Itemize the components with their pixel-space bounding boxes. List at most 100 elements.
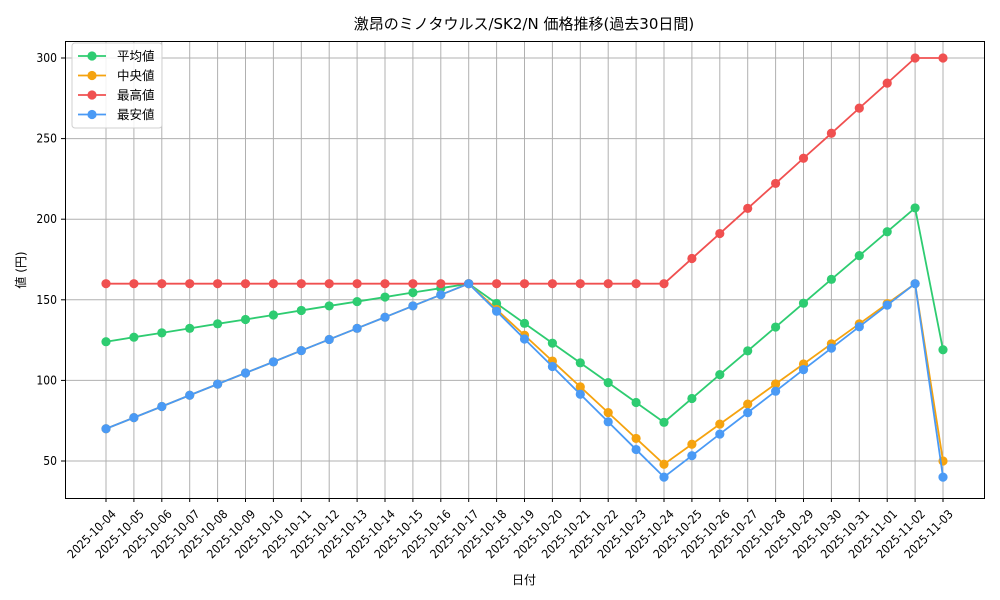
x-axis-label: 日付: [512, 573, 536, 587]
data-point: [240, 314, 251, 325]
legend-item: 平均値: [78, 49, 155, 64]
data-point: [157, 401, 167, 412]
data-point: [185, 279, 195, 289]
data-point: [659, 459, 669, 469]
x-axis-ticks: 2025-10-042025-10-052025-10-062025-10-07…: [65, 498, 956, 561]
chart-title: 激昂のミノタウルス/SK2/N 価格推移(過去30日間): [354, 15, 695, 33]
data-point: [938, 53, 948, 63]
data-point: [687, 253, 697, 264]
data-point: [324, 279, 334, 289]
data-point: [743, 346, 753, 356]
legend-item: 最安値: [78, 107, 155, 122]
y-tick-label: 200: [36, 212, 57, 226]
data-point: [352, 296, 362, 307]
legend-label: 最高値: [117, 88, 155, 103]
data-point: [743, 203, 753, 213]
data-point: [492, 306, 502, 316]
data-point: [603, 378, 613, 388]
data-point: [659, 472, 669, 482]
legend-label: 平均値: [117, 49, 155, 64]
data-point: [519, 318, 530, 328]
series-line: [101, 53, 948, 289]
data-point: [157, 279, 167, 289]
data-point: [771, 386, 781, 396]
data-point: [129, 332, 139, 342]
data-point: [715, 228, 725, 239]
data-point: [213, 379, 223, 389]
data-point: [213, 319, 223, 329]
data-point: [324, 301, 334, 311]
data-point: [575, 389, 585, 399]
data-point: [519, 334, 530, 344]
data-point: [826, 128, 837, 138]
y-tick-label: 250: [36, 132, 57, 146]
y-tick-label: 300: [36, 51, 57, 65]
data-point: [240, 368, 251, 378]
data-point: [436, 290, 446, 300]
data-point: [464, 279, 474, 289]
data-point: [408, 279, 418, 289]
y-axis-ticks: 50 100 150 200 250 300: [36, 51, 65, 468]
data-point: [882, 227, 892, 237]
y-tick-label: 100: [36, 373, 57, 387]
data-point: [687, 439, 697, 449]
series-layer: [101, 53, 948, 482]
data-point: [631, 279, 641, 289]
data-point: [547, 279, 558, 289]
data-point: [826, 274, 837, 284]
data-point: [910, 53, 920, 63]
data-point: [743, 408, 753, 418]
data-point: [715, 369, 725, 380]
data-point: [659, 417, 669, 427]
data-point: [631, 433, 641, 444]
data-point: [575, 382, 585, 392]
data-point: [157, 328, 167, 338]
data-point: [268, 310, 278, 320]
data-point: [408, 301, 418, 311]
y-tick-label: 150: [36, 293, 57, 307]
data-point: [938, 472, 948, 482]
data-point: [408, 287, 418, 298]
data-point: [687, 451, 697, 461]
data-point: [882, 78, 892, 88]
data-point: [101, 424, 111, 434]
data-point: [380, 312, 390, 322]
legend-item: 最高値: [78, 88, 155, 103]
data-point: [910, 279, 920, 289]
data-point: [101, 279, 111, 289]
data-point: [296, 305, 306, 316]
data-point: [659, 279, 669, 289]
data-point: [352, 323, 362, 333]
legend-label: 最安値: [117, 107, 155, 122]
data-point: [575, 358, 585, 368]
data-point: [854, 251, 864, 261]
data-point: [631, 397, 641, 408]
data-point: [687, 393, 697, 404]
data-point: [771, 322, 781, 332]
data-point: [185, 390, 195, 400]
data-point: [910, 203, 920, 213]
data-point: [603, 408, 613, 418]
data-point: [771, 379, 781, 389]
data-point: [296, 279, 306, 289]
data-point: [185, 323, 195, 333]
data-point: [715, 419, 725, 429]
data-point: [547, 338, 558, 348]
data-point: [380, 279, 390, 289]
data-point: [743, 399, 753, 409]
legend-item: 中央値: [78, 68, 155, 83]
data-point: [826, 343, 837, 353]
data-point: [380, 292, 390, 302]
data-point: [882, 300, 892, 310]
data-point: [798, 298, 809, 308]
data-point: [129, 279, 139, 289]
data-point: [603, 279, 613, 289]
series-line: [101, 279, 948, 482]
data-point: [603, 417, 613, 427]
legend-label: 中央値: [117, 68, 155, 83]
data-point: [324, 334, 334, 345]
data-point: [240, 279, 251, 289]
data-point: [213, 279, 223, 289]
